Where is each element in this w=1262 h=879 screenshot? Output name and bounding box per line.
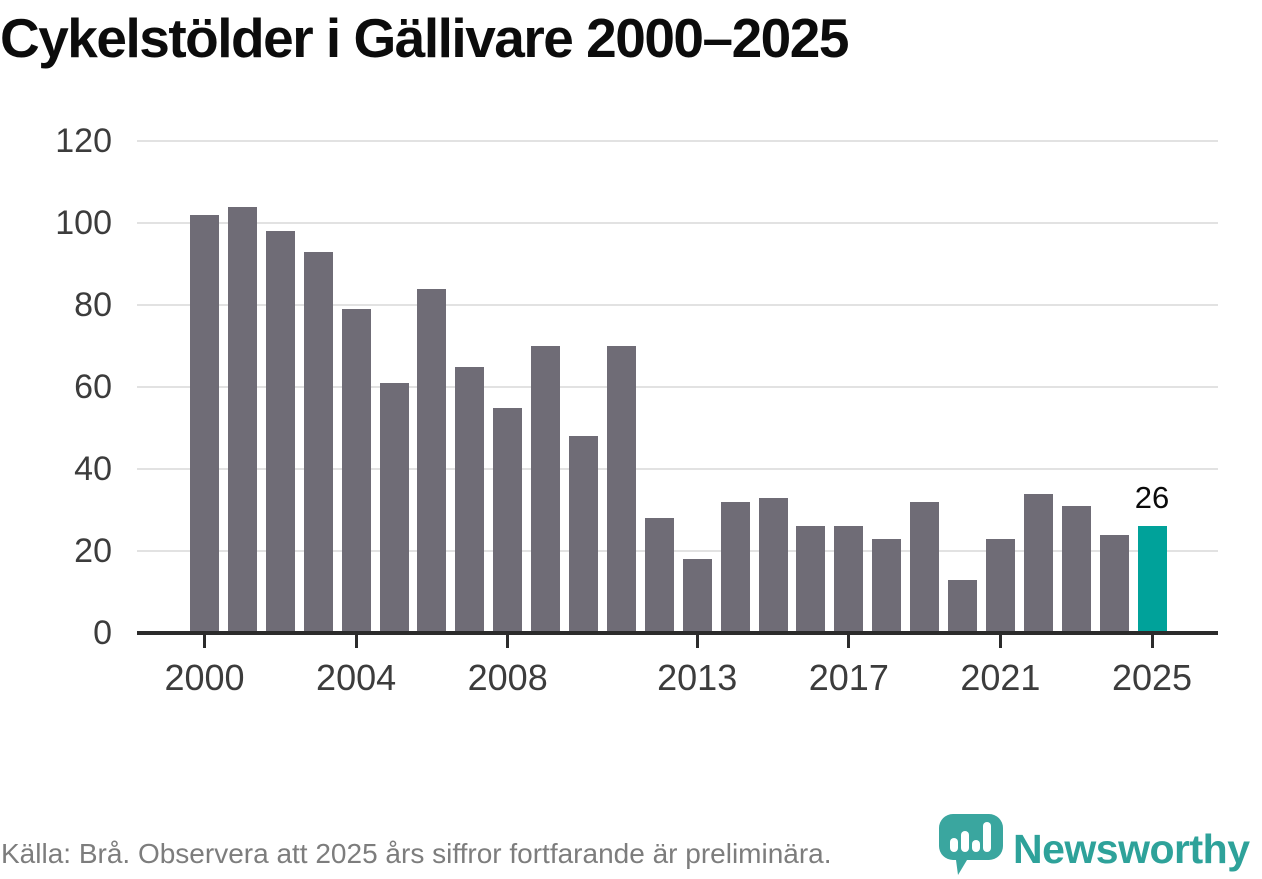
bar-2015 <box>758 497 788 633</box>
newsworthy-logo-icon <box>939 814 1003 875</box>
bar-2019 <box>910 501 940 633</box>
bar-2014 <box>720 501 750 633</box>
gridline-60 <box>137 386 1218 388</box>
gridline-20 <box>137 550 1218 552</box>
bar-2016 <box>796 526 826 633</box>
x-axis-tick-label-2000: 2000 <box>164 657 245 698</box>
bar-2024 <box>1099 534 1129 633</box>
bar-2005 <box>379 382 409 633</box>
bar-2013 <box>682 559 712 633</box>
x-axis-tick-2000 <box>203 635 206 648</box>
y-axis-tick-label-80: 80 <box>74 286 112 324</box>
gridline-100 <box>137 222 1218 224</box>
bar-2010 <box>569 436 598 633</box>
bar-2021 <box>985 538 1015 633</box>
bar-2023 <box>1061 505 1091 633</box>
bar-2007 <box>455 366 485 633</box>
x-axis-tick-2025 <box>1150 635 1154 648</box>
bar-2017 <box>834 526 864 633</box>
bar-2006 <box>417 288 447 633</box>
gridline-40 <box>137 468 1218 470</box>
bar-2009 <box>531 346 561 633</box>
bar-2002 <box>265 231 295 633</box>
bar-2022 <box>1023 493 1053 633</box>
x-axis-tick-label-2017: 2017 <box>808 657 889 698</box>
x-axis-tick-label-2004: 2004 <box>316 657 397 698</box>
chart-title: Cykelstölder i Gällivare 2000–2025 <box>0 7 849 69</box>
y-axis-tick-label-120: 120 <box>55 122 112 160</box>
x-axis-tick-2017 <box>847 635 851 648</box>
bar-2018 <box>872 538 902 633</box>
source-note: Källa: Brå. Observera att 2025 års siffr… <box>1 838 832 869</box>
bar-2004 <box>341 309 371 633</box>
x-axis-tick-2008 <box>506 635 510 648</box>
bar-2000 <box>190 214 219 633</box>
bar-2025 <box>1137 526 1167 633</box>
bar-2020 <box>948 579 977 633</box>
gridline-120 <box>137 140 1218 142</box>
bar-value-label-2025: 26 <box>1134 480 1170 516</box>
x-axis-tick-label-2013: 2013 <box>657 657 738 698</box>
x-axis-tick-label-2021: 2021 <box>960 657 1041 698</box>
gridline-80 <box>137 304 1218 306</box>
y-axis-tick-label-20: 20 <box>74 532 112 570</box>
bar-2011 <box>606 346 636 633</box>
bar-2001 <box>227 206 257 633</box>
x-axis-tick-2013 <box>695 635 699 648</box>
y-axis-tick-label-0: 0 <box>93 614 112 652</box>
x-axis-tick-2004 <box>354 635 358 648</box>
x-axis-line <box>137 631 1218 635</box>
bar-2008 <box>493 407 523 633</box>
y-axis-tick-label-40: 40 <box>74 450 112 488</box>
x-axis-tick-label-2025: 2025 <box>1111 657 1193 698</box>
y-axis-tick-label-100: 100 <box>55 204 112 242</box>
newsworthy-logo-text: Newsworthy <box>1013 826 1250 872</box>
x-axis-tick-2021 <box>998 635 1002 648</box>
y-axis-tick-label-60: 60 <box>74 368 112 406</box>
bar-2003 <box>303 251 333 633</box>
bar-2012 <box>644 518 674 633</box>
x-axis-tick-label-2008: 2008 <box>467 657 548 698</box>
